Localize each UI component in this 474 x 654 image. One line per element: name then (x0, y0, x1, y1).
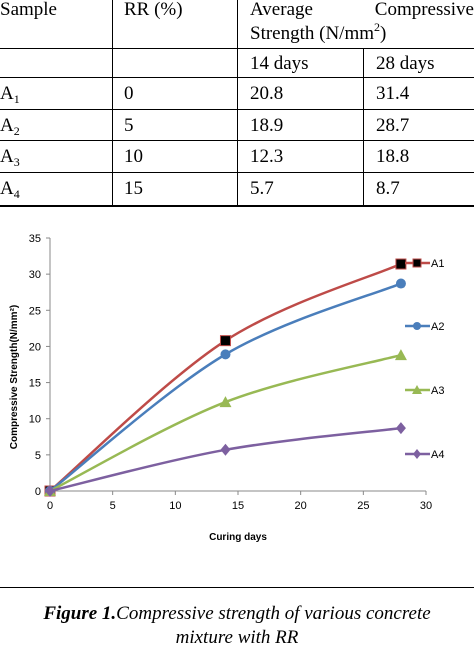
table-rule (363, 48, 364, 207)
chart-svg: 0 5 10 15 20 25 30 35 0 5 10 15 20 25 30 A1 A2 A3 A4 Curi… (9, 233, 444, 543)
x-axis-title: Curing days (209, 532, 267, 543)
data-table: Sample RR (%) Average Compressive Streng… (0, 0, 474, 207)
series-line-a3 (49, 353, 402, 493)
cell-28d: 8.7 (376, 178, 400, 199)
cell-28d: 31.4 (376, 83, 410, 104)
cell-28d: 18.8 (376, 146, 410, 167)
legend-marker-a4 (413, 449, 421, 459)
y-axis-title: Compressive Strength(N/mm²) (9, 305, 20, 449)
table-rule (0, 48, 237, 49)
header-acs-line1: Average Compressive (250, 0, 474, 20)
cell-14d: 18.9 (250, 115, 284, 136)
axes: 0 5 10 15 20 25 30 35 0 5 10 15 20 25 30 (29, 233, 432, 512)
cell-28d: 28.7 (376, 115, 410, 136)
cell-sample: A2 (0, 115, 20, 138)
caption-line-2: mixture with RR (175, 627, 299, 648)
cell-rr: 0 (124, 83, 134, 104)
data-point-a4 (220, 443, 231, 456)
figure-caption: Figure 1.Compressive strength of various… (0, 602, 474, 650)
table-rule (237, 0, 238, 207)
header-14-days: 14 days (250, 53, 309, 74)
cell-14d: 12.3 (250, 146, 284, 167)
caption-label: Figure 1. (43, 603, 117, 624)
data-point-a2 (220, 349, 231, 360)
x-tick-label: 25 (357, 500, 369, 512)
caption-line-1: Figure 1.Compressive strength of various… (0, 602, 474, 626)
caption-text-1: Compressive strength of various concrete (116, 603, 431, 624)
caption-rule (0, 587, 474, 588)
header-acs-unit: Strength (N/mm (250, 23, 375, 44)
data-point-a1 (219, 335, 231, 347)
legend-label-a4: A4 (431, 449, 444, 461)
cell-sample: A4 (0, 178, 20, 201)
x-tick-label: 30 (420, 500, 432, 512)
y-tick-label: 35 (29, 233, 41, 245)
cell-sample: A3 (0, 146, 20, 169)
y-tick-label: 30 (29, 269, 41, 281)
x-tick-label: 5 (110, 500, 116, 512)
data-point-a3 (394, 349, 407, 361)
header-acs-line2: Strength (N/mm2) (250, 21, 387, 44)
series-line-a1 (49, 262, 402, 492)
x-tick-label: 15 (232, 500, 244, 512)
cell-14d: 5.7 (250, 178, 274, 199)
legend-label-a2: A2 (431, 321, 444, 333)
table-rule (237, 48, 474, 49)
cell-sample: A1 (0, 83, 20, 106)
data-point-a4 (45, 485, 55, 497)
header-28-days: 28 days (376, 53, 435, 74)
x-tick-label: 0 (47, 500, 53, 512)
data-point-a1 (395, 258, 407, 270)
x-tick-label: 20 (295, 500, 307, 512)
legend-marker-a3 (412, 385, 422, 394)
y-tick-label: 10 (29, 414, 41, 426)
header-acs-close: ) (380, 23, 387, 44)
y-tick-label: 5 (35, 450, 41, 462)
compressive-strength-chart: 0 5 10 15 20 25 30 35 0 5 10 15 20 25 30 A1 A2 A3 A4 Curi… (0, 222, 474, 594)
header-rr: RR (%) (124, 0, 183, 20)
table-rule (112, 0, 113, 207)
legend-marker-a2 (413, 322, 421, 330)
data-point-a2 (395, 278, 406, 289)
legend-marker-a1 (412, 258, 422, 268)
series-line-a4 (49, 426, 402, 493)
y-tick-label: 15 (29, 378, 41, 390)
legend-label-a3: A3 (431, 385, 444, 397)
legend: A1 A2 A3 A4 (405, 258, 444, 461)
cell-rr: 5 (124, 115, 134, 136)
y-tick-label: 20 (29, 341, 41, 353)
y-tick-label: 25 (29, 305, 41, 317)
header-sample: Sample (0, 0, 57, 20)
series-line-a2 (49, 282, 402, 492)
cell-rr: 15 (124, 178, 143, 199)
x-tick-label: 10 (169, 500, 181, 512)
data-point-a3 (219, 396, 232, 408)
data-point-a4 (395, 422, 406, 435)
legend-label-a1: A1 (431, 258, 444, 270)
header-acs-sup: 2 (374, 20, 381, 34)
y-tick-label: 0 (35, 486, 41, 498)
cell-14d: 20.8 (250, 83, 284, 104)
series-layer (44, 258, 407, 497)
cell-rr: 10 (124, 146, 143, 167)
